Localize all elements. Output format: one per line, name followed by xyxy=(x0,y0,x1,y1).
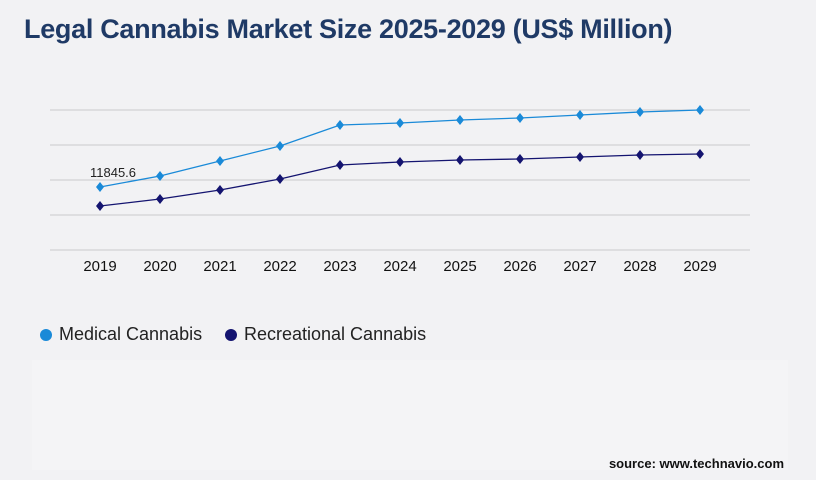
line-chart: 2019 2020 2021 2022 2023 2024 2025 2026 2027 2028… xyxy=(50,105,750,275)
legend-item-medical: Medical Cannabis xyxy=(40,324,202,345)
x-tick-label: 2023 xyxy=(323,258,356,275)
data-point xyxy=(276,141,284,152)
source-text: source: www.technavio.com xyxy=(608,456,784,471)
data-point xyxy=(696,148,704,159)
data-point xyxy=(396,118,404,129)
data-point xyxy=(156,194,164,205)
legend-marker-icon xyxy=(40,328,52,341)
background-panel xyxy=(32,360,788,470)
legend-item-recreational: Recreational Cannabis xyxy=(225,324,426,345)
chart-title: Legal Cannabis Market Size 2025-2029 (US… xyxy=(24,14,673,44)
x-tick-label: 2025 xyxy=(443,258,476,275)
data-label: 11845.6 xyxy=(90,165,136,180)
x-tick-label: 2028 xyxy=(623,258,656,275)
data-point xyxy=(336,120,344,131)
legend-label: Recreational Cannabis xyxy=(244,324,427,344)
data-point xyxy=(456,115,464,126)
x-tick-label: 2020 xyxy=(143,258,176,275)
x-tick-label: 2026 xyxy=(503,258,536,275)
data-point xyxy=(516,154,524,165)
data-point xyxy=(516,113,524,124)
data-point xyxy=(216,156,224,167)
x-tick-label: 2024 xyxy=(383,258,416,275)
data-point xyxy=(576,109,584,120)
x-tick-label: 2019 xyxy=(83,258,116,275)
data-point xyxy=(216,184,224,195)
legend-label: Medical Cannabis xyxy=(59,324,203,344)
data-point xyxy=(276,174,284,185)
legend-marker-icon xyxy=(225,328,237,341)
x-tick-label: 2027 xyxy=(563,258,596,275)
data-point xyxy=(96,182,104,193)
x-tick-label: 2029 xyxy=(683,258,716,275)
data-point xyxy=(156,171,164,182)
data-point xyxy=(336,160,344,171)
data-point xyxy=(696,105,704,115)
data-point xyxy=(636,149,644,160)
data-point xyxy=(576,151,584,162)
data-point xyxy=(636,106,644,117)
data-point xyxy=(396,156,404,167)
data-point xyxy=(456,155,464,166)
x-tick-label: 2022 xyxy=(263,258,296,275)
data-point xyxy=(96,201,104,212)
x-tick-label: 2021 xyxy=(203,258,236,275)
